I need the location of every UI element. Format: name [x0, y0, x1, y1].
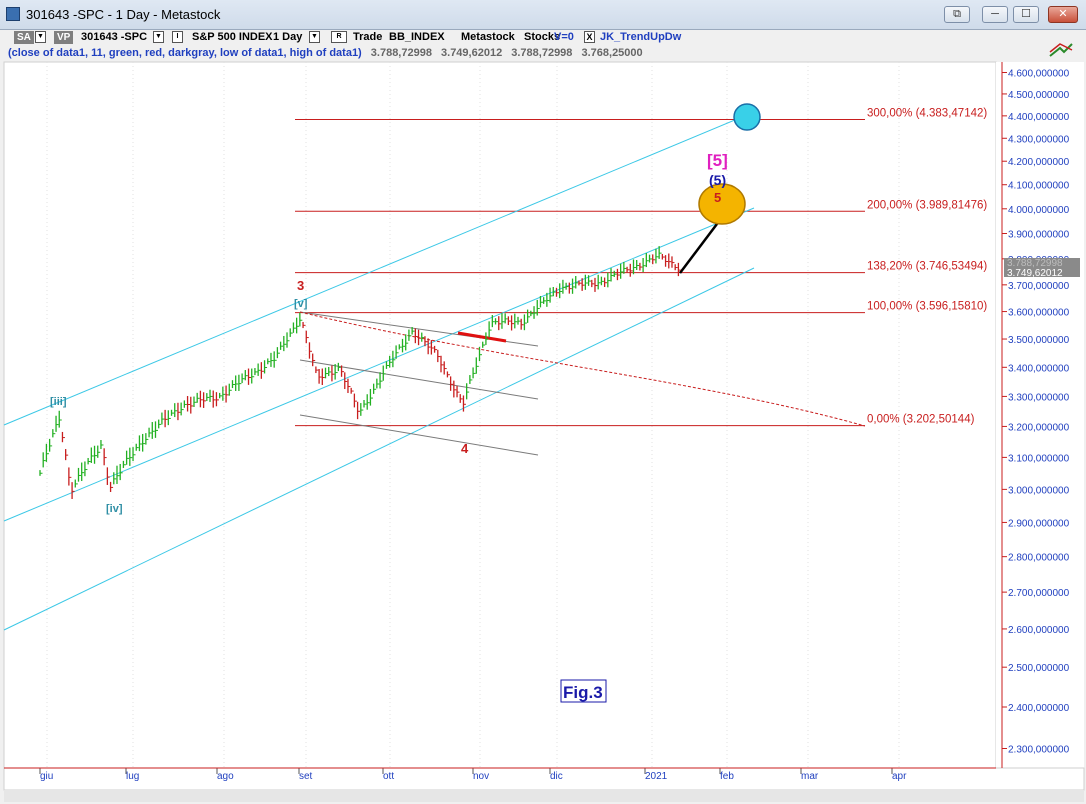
price-tick-label: 2.600,000000	[1008, 625, 1070, 636]
breakout-marker	[457, 331, 507, 343]
price-tick-label: 2.500,000000	[1008, 663, 1070, 674]
price-tick-label: 4.600,000000	[1008, 69, 1070, 80]
trend-channel-line	[3, 207, 755, 522]
layout-tool-button[interactable]: ⧉	[944, 6, 970, 23]
price-tick-label: 2.800,000000	[1008, 553, 1070, 564]
indicator-info-row: (close of data1, 11, green, red, darkgra…	[8, 47, 643, 59]
date-tick-label: lug	[126, 771, 139, 782]
wave-label-5-bracket: [5]	[707, 151, 728, 170]
price-tick-label: 2.400,000000	[1008, 703, 1070, 714]
study-checkbox[interactable]: X	[584, 31, 595, 43]
date-tick-label: feb	[720, 771, 734, 782]
date-tick-label: apr	[892, 771, 907, 782]
minimize-button[interactable]: ─	[982, 6, 1008, 23]
price-tick-label: 3.000,000000	[1008, 485, 1070, 496]
wave-label-v: [v]	[294, 298, 308, 310]
window-title: 301643 -SPC - 1 Day - Metastock	[26, 7, 221, 22]
date-tick-label: ott	[383, 771, 394, 782]
target-oval-marker	[698, 183, 746, 225]
trend-channel-line	[3, 111, 755, 426]
i-toggle[interactable]: I	[172, 31, 183, 43]
date-tick-label: mar	[801, 771, 819, 782]
figure-label: Fig.3	[563, 683, 603, 702]
wave-label-3: 3	[297, 278, 304, 293]
last-price-text: 3.749,62012	[1007, 268, 1063, 279]
wave-label-5: 5	[714, 190, 721, 205]
projection-curve	[299, 311, 866, 427]
price-tick-label: 3.600,000000	[1008, 308, 1070, 319]
fib-level-label: 138,20% (3.746,53494)	[867, 261, 987, 273]
fib-level-label: 100,00% (3.596,15810)	[867, 301, 987, 313]
date-axis-panel	[3, 767, 1085, 791]
price-tick-label: 4.200,000000	[1008, 157, 1070, 168]
period-label: 1 Day	[273, 31, 303, 43]
overlapped-price-text: 3.788,72998	[1007, 258, 1063, 269]
date-tick-label: 2021	[645, 771, 668, 782]
fib-level-label: 200,00% (3.989,81476)	[867, 199, 987, 211]
period-dropdown-icon[interactable]: ▼	[309, 31, 320, 43]
wave-label-5-paren: (5)	[709, 172, 726, 188]
price-tick-label: 4.300,000000	[1008, 134, 1070, 145]
price-tick-label: 3.200,000000	[1008, 422, 1070, 433]
date-tick-label: nov	[473, 771, 489, 782]
price-axis-panel	[996, 62, 1084, 768]
maximize-button[interactable]: ☐	[1013, 6, 1039, 23]
price-tick-label: 3.900,000000	[1008, 229, 1070, 240]
drawing-tool-icon-red[interactable]	[1049, 43, 1073, 53]
price-tick-label: 4.500,000000	[1008, 90, 1070, 101]
source-label: Metastock	[461, 31, 515, 43]
ohlc-bars	[39, 246, 681, 500]
info-value-4: 3.768,25000	[581, 47, 643, 59]
price-tick-label: 4.400,000000	[1008, 112, 1070, 123]
trade-label: Trade	[353, 31, 383, 43]
date-tick-label: set	[299, 771, 313, 782]
target-circle-marker	[733, 103, 761, 131]
info-value-3: 3.788,72998	[511, 47, 573, 59]
title-bar: 301643 -SPC - 1 Day - Metastock ⧉ ─ ☐ ✕	[0, 0, 1086, 30]
date-tick-label: giu	[40, 771, 53, 782]
figure-label-box	[560, 679, 607, 703]
r-toggle[interactable]: R	[331, 31, 347, 43]
price-tick-label: 2.900,000000	[1008, 518, 1070, 529]
fib-level-label: 0,00% (3.202,50144)	[867, 414, 975, 426]
wave-label-4: 4	[461, 441, 469, 456]
wave-label-iii: [iii]	[50, 396, 67, 408]
price-tick-label: 2.700,000000	[1008, 588, 1070, 599]
sa-button[interactable]: SA	[14, 31, 34, 44]
indicator-formula: (close of data1, 11, green, red, darkgra…	[8, 47, 362, 59]
trend-channel-line	[3, 267, 755, 631]
plot-area[interactable]	[3, 61, 997, 769]
symbol-label: 301643 -SPC	[81, 31, 148, 43]
symbol-dropdown-icon[interactable]: ▼	[153, 31, 164, 43]
asset-class-label: Stocks	[524, 31, 561, 43]
price-tick-label: 4.100,000000	[1008, 181, 1070, 192]
price-tick-label: 3.400,000000	[1008, 363, 1070, 374]
metastock-app-icon	[6, 7, 20, 21]
date-tick-label: dic	[550, 771, 563, 782]
index-name: BB_INDEX	[389, 31, 445, 43]
date-tick-label: ago	[217, 771, 234, 782]
price-tick-label: 4.000,000000	[1008, 205, 1070, 216]
price-tick-label: 3.500,000000	[1008, 335, 1070, 346]
scroll-strip[interactable]	[4, 790, 1084, 802]
price-tick-label: 3.100,000000	[1008, 453, 1070, 464]
price-tick-label: 3.700,000000	[1008, 281, 1070, 292]
info-value-2: 3.749,62012	[441, 47, 503, 59]
volume-label: V=0	[554, 31, 574, 43]
fib-level-label: 300,00% (4.383,47142)	[867, 108, 987, 120]
chart-toolbar: SA ▼ VP 301643 -SPC ▼ I S&P 500 INDEX 1 …	[0, 30, 1086, 46]
last-price-tag	[1004, 258, 1080, 277]
correction-channel-line	[299, 359, 539, 400]
price-tick-label: 3.300,000000	[1008, 392, 1070, 403]
security-name: S&P 500 INDEX	[192, 31, 273, 43]
price-tick-label: 2.300,000000	[1008, 745, 1070, 756]
close-button[interactable]: ✕	[1048, 6, 1078, 23]
vp-button[interactable]: VP	[54, 31, 74, 44]
wave-label-iv: [iv]	[106, 503, 123, 515]
study-name: JK_TrendUpDw	[600, 31, 682, 43]
info-value-1: 3.788,72998	[370, 47, 432, 59]
sa-dropdown-icon[interactable]: ▼	[35, 31, 46, 43]
correction-channel-line	[299, 414, 539, 456]
